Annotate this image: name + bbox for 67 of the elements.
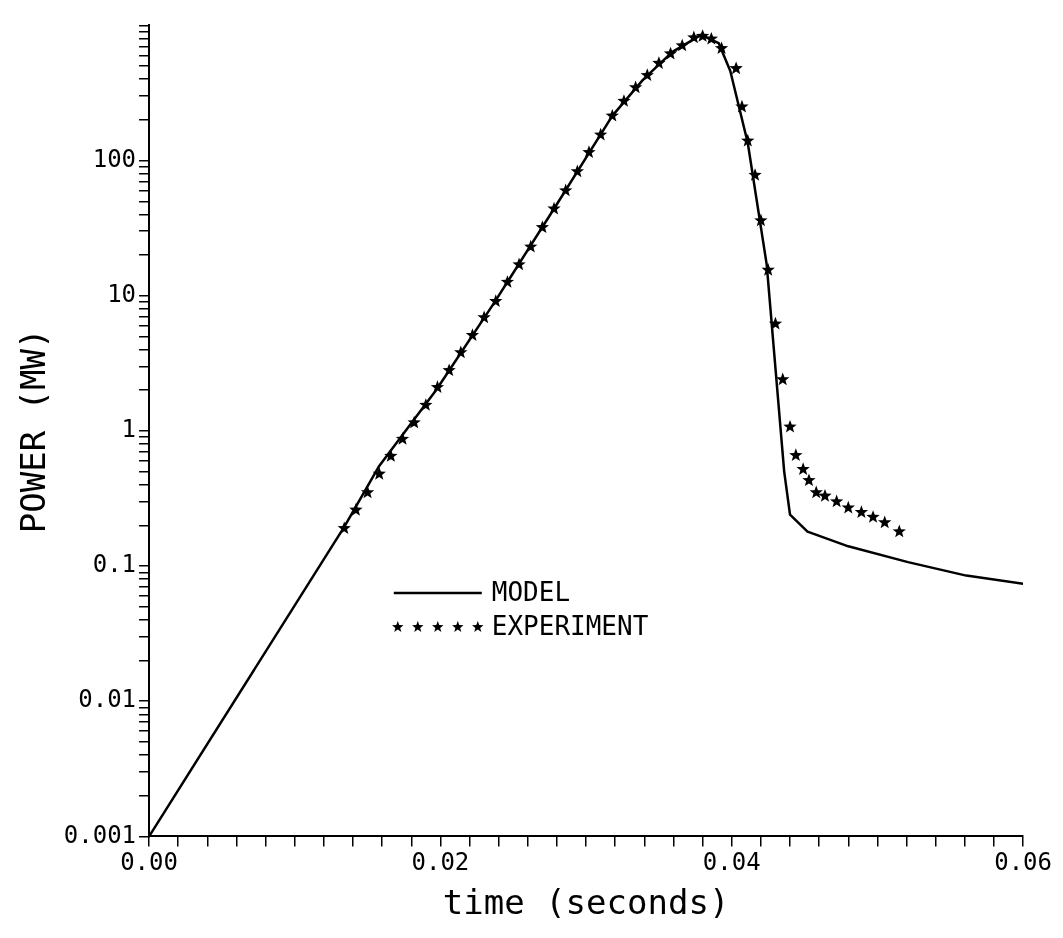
point [593, 127, 608, 141]
x-axis-title: time (seconds) [442, 882, 730, 923]
point [547, 201, 561, 215]
point [761, 263, 775, 276]
point [768, 316, 783, 330]
point [735, 99, 749, 113]
point [841, 500, 855, 514]
point [640, 68, 654, 82]
point [407, 415, 421, 429]
point [419, 398, 433, 411]
point [802, 473, 816, 487]
legend-label: MODEL [491, 576, 571, 607]
point [559, 183, 573, 197]
point [489, 294, 503, 307]
point [789, 448, 803, 461]
y-tick-label: 100 [92, 144, 137, 173]
point [783, 419, 797, 433]
y-tick-label: 0.1 [92, 550, 137, 579]
x-tick-label: 0.02 [411, 848, 470, 877]
point [729, 61, 743, 75]
point [796, 462, 810, 475]
point [818, 488, 832, 502]
point [714, 41, 729, 55]
point [809, 485, 823, 499]
point [500, 275, 515, 288]
point [628, 80, 643, 94]
y-axis-title: POWER (MW) [13, 328, 54, 534]
y-tick-label: 10 [107, 279, 137, 308]
point [454, 345, 468, 359]
legend-label: EXPERIMENT [491, 610, 649, 641]
x-tick-label: 0.04 [702, 848, 761, 877]
x-tick-label: 0.06 [994, 848, 1052, 877]
point [866, 510, 880, 523]
y-tick-label: 0.01 [78, 685, 137, 714]
point [349, 502, 363, 516]
point [582, 145, 596, 159]
point [605, 108, 619, 122]
point [465, 328, 480, 341]
y-tick-label: 1 [121, 415, 137, 444]
point [675, 38, 689, 52]
x-tick-label: 0.00 [120, 848, 178, 877]
point [892, 524, 906, 538]
point [652, 56, 666, 69]
point [477, 310, 491, 324]
point [337, 521, 351, 535]
point [442, 363, 456, 377]
point [695, 29, 710, 42]
point [524, 239, 538, 253]
point [829, 494, 844, 508]
point [854, 505, 869, 518]
point [535, 220, 550, 234]
point [430, 380, 445, 394]
point [663, 46, 678, 60]
point [395, 432, 410, 445]
y-tick-label: 0.001 [63, 820, 137, 849]
point [384, 449, 398, 462]
point [741, 133, 755, 147]
point [570, 164, 584, 178]
point [878, 515, 892, 529]
point [617, 94, 631, 107]
point [372, 466, 386, 480]
point [512, 257, 526, 271]
point [754, 213, 768, 227]
point [360, 485, 375, 499]
point [776, 372, 790, 386]
point [748, 168, 762, 181]
point [704, 31, 719, 45]
